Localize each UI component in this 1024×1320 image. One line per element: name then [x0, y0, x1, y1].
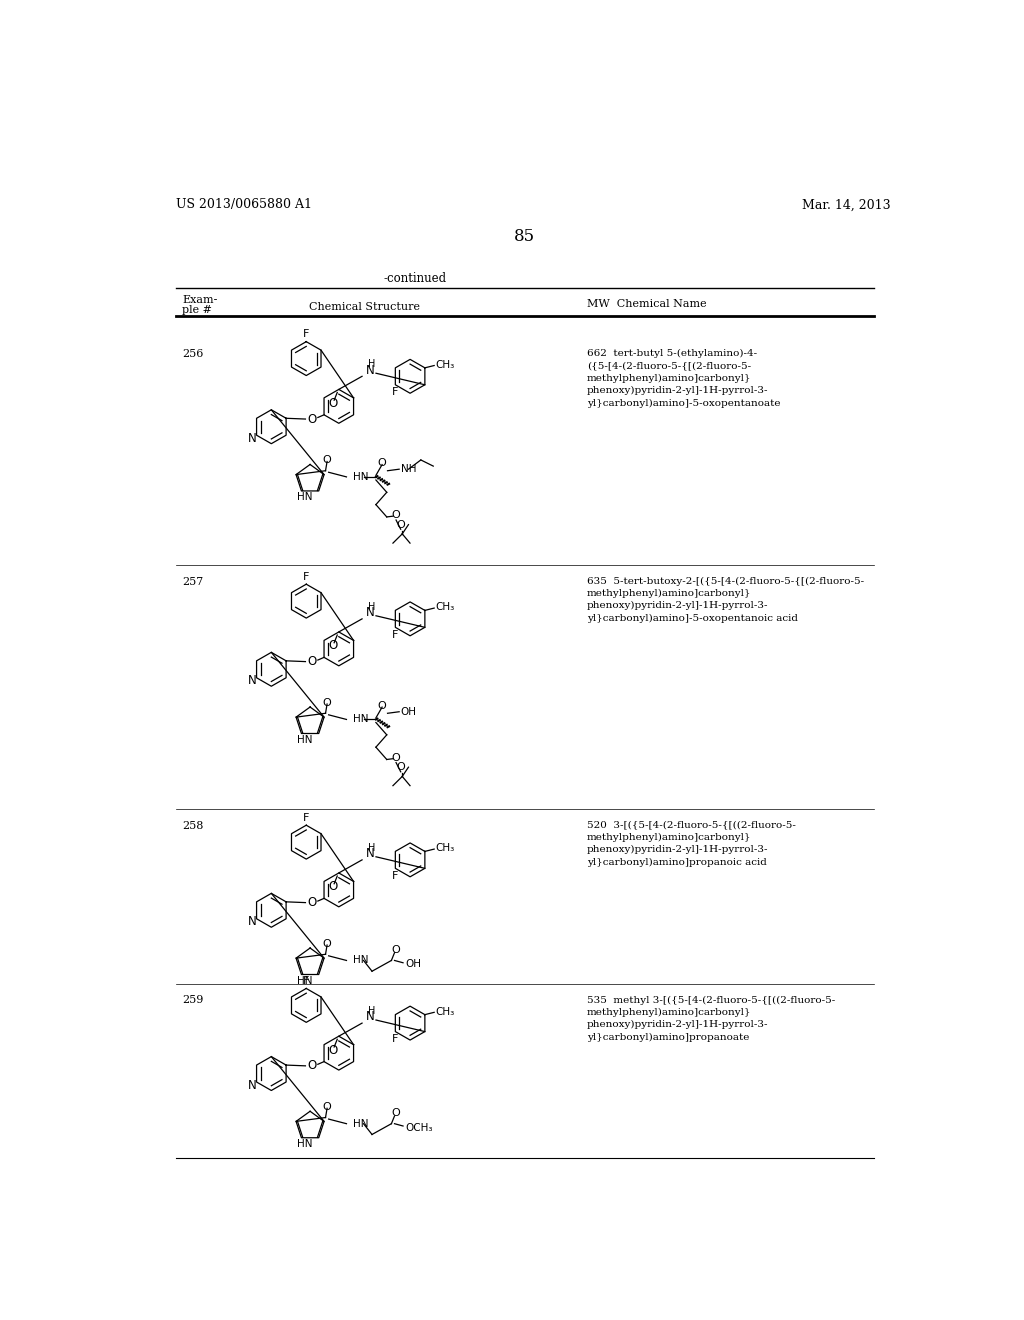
Text: CH₃: CH₃	[436, 360, 455, 370]
Text: 256: 256	[182, 350, 204, 359]
Text: H: H	[368, 1006, 375, 1016]
Text: CH₃: CH₃	[436, 602, 455, 612]
Text: O: O	[323, 697, 332, 708]
Text: OH: OH	[406, 960, 421, 969]
Text: O: O	[391, 752, 400, 763]
Text: HN: HN	[352, 714, 369, 725]
Text: N: N	[248, 915, 256, 928]
Text: 85: 85	[514, 227, 536, 244]
Text: O: O	[378, 701, 386, 710]
Text: F: F	[303, 572, 309, 582]
Text: O: O	[307, 413, 316, 425]
Text: O: O	[328, 1044, 337, 1056]
Text: O: O	[396, 520, 406, 529]
Text: F: F	[392, 1035, 398, 1044]
Text: Mar. 14, 2013: Mar. 14, 2013	[802, 198, 891, 211]
Text: HN: HN	[297, 735, 312, 744]
Text: HN: HN	[352, 956, 369, 965]
Text: O: O	[328, 639, 337, 652]
Text: N: N	[248, 432, 256, 445]
Text: 635  5-tert-butoxy-2-[({5-[4-(2-fluoro-5-{[(2-fluoro-5-
methylphenyl)amino]carbo: 635 5-tert-butoxy-2-[({5-[4-(2-fluoro-5-…	[587, 577, 864, 623]
Text: 535  methyl 3-[({5-[4-(2-fluoro-5-{[((2-fluoro-5-
methylphenyl)amino]carbonyl}
p: 535 methyl 3-[({5-[4-(2-fluoro-5-{[((2-f…	[587, 995, 835, 1041]
Text: H: H	[368, 842, 375, 853]
Text: F: F	[303, 329, 309, 339]
Text: 259: 259	[182, 995, 204, 1006]
Text: 258: 258	[182, 821, 204, 830]
Text: O: O	[391, 945, 399, 954]
Text: N: N	[366, 363, 374, 376]
Text: O: O	[307, 896, 316, 909]
Text: O: O	[323, 455, 332, 465]
Text: H: H	[368, 359, 375, 370]
Text: OH: OH	[400, 706, 417, 717]
Text: F: F	[392, 630, 398, 640]
Text: 257: 257	[182, 577, 204, 586]
Text: O: O	[323, 1102, 332, 1111]
Text: Exam-: Exam-	[182, 296, 218, 305]
Text: HN: HN	[352, 1118, 369, 1129]
Text: OCH₃: OCH₃	[406, 1122, 433, 1133]
Text: 520  3-[({5-[4-(2-fluoro-5-{[((2-fluoro-5-
methylphenyl)amino]carbonyl}
phenoxy): 520 3-[({5-[4-(2-fluoro-5-{[((2-fluoro-5…	[587, 821, 796, 867]
Text: 662  tert-butyl 5-(ethylamino)-4-
({5-[4-(2-fluoro-5-{[(2-fluoro-5-
methylphenyl: 662 tert-butyl 5-(ethylamino)-4- ({5-[4-…	[587, 350, 780, 408]
Text: N: N	[366, 1010, 374, 1023]
Text: HN: HN	[297, 1139, 312, 1148]
Text: N: N	[366, 606, 374, 619]
Text: CH₃: CH₃	[436, 1007, 455, 1016]
Text: F: F	[392, 871, 398, 880]
Text: O: O	[328, 880, 337, 894]
Text: F: F	[303, 813, 309, 822]
Text: F: F	[303, 975, 309, 986]
Text: HN: HN	[297, 492, 312, 502]
Text: MW  Chemical Name: MW Chemical Name	[587, 300, 707, 309]
Text: N: N	[248, 675, 256, 688]
Text: O: O	[307, 655, 316, 668]
Text: N: N	[366, 847, 374, 861]
Text: Chemical Structure: Chemical Structure	[309, 302, 420, 313]
Text: NH: NH	[400, 465, 416, 474]
Text: O: O	[391, 1107, 399, 1118]
Text: O: O	[328, 397, 337, 409]
Text: ple #: ple #	[182, 305, 212, 315]
Text: O: O	[391, 511, 400, 520]
Text: N: N	[248, 1078, 256, 1092]
Text: -continued: -continued	[383, 272, 446, 285]
Text: H: H	[368, 602, 375, 611]
Text: HN: HN	[297, 975, 312, 986]
Text: O: O	[307, 1060, 316, 1072]
Text: F: F	[392, 388, 398, 397]
Text: O: O	[323, 939, 332, 949]
Text: O: O	[396, 762, 406, 772]
Text: HN: HN	[352, 471, 369, 482]
Text: US 2013/0065880 A1: US 2013/0065880 A1	[176, 198, 312, 211]
Text: O: O	[378, 458, 386, 469]
Text: CH₃: CH₃	[436, 843, 455, 853]
